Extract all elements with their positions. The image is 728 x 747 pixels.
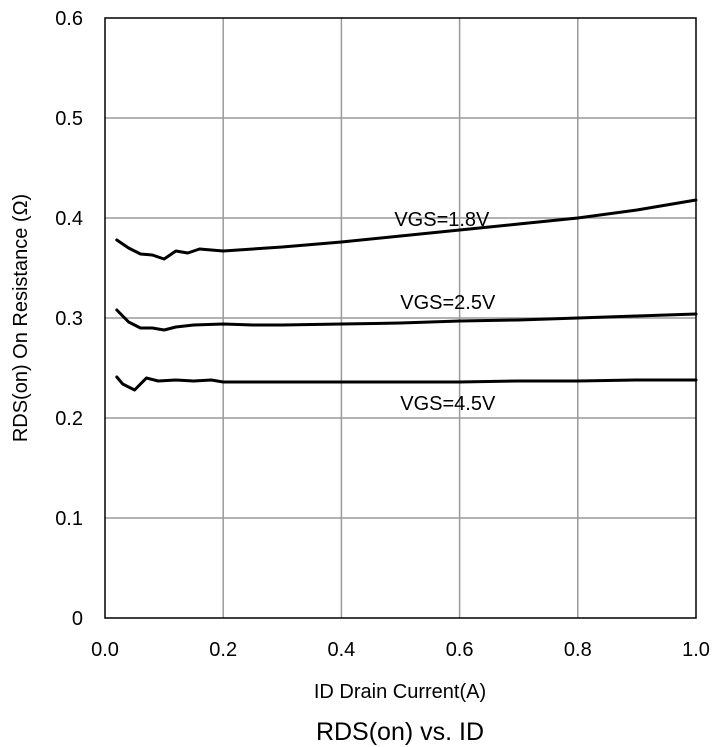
- series-label: VGS=1.8V: [394, 209, 490, 231]
- y-tick-label: 0.4: [55, 208, 83, 230]
- y-tick-labels: 0 0.1 0.2 0.3 0.4 0.5 0.6: [55, 8, 83, 630]
- y-tick-label: 0: [72, 608, 83, 630]
- series-labels: VGS=1.8V VGS=2.5V VGS=4.5V: [394, 209, 496, 415]
- y-tick-label: 0.6: [55, 8, 83, 30]
- x-tick-label: 1.0: [682, 639, 710, 661]
- y-tick-label: 0.5: [55, 108, 83, 130]
- y-tick-label: 0.3: [55, 308, 83, 330]
- series-line-3: [115, 375, 698, 392]
- x-axis-label: ID Drain Current(A): [314, 681, 486, 703]
- chart-caption: RDS(on) vs. ID: [316, 718, 484, 746]
- x-tick-label: 0.6: [446, 639, 474, 661]
- series-line-2: [115, 308, 698, 332]
- series-label: VGS=2.5V: [400, 292, 496, 314]
- x-tick-label: 0.0: [91, 639, 119, 661]
- series-layer: [115, 198, 698, 392]
- x-tick-label: 0.4: [327, 639, 355, 661]
- y-tick-label: 0.1: [55, 508, 83, 530]
- series-label: VGS=4.5V: [400, 393, 496, 415]
- x-tick-label: 0.2: [209, 639, 237, 661]
- series-line-1: [115, 198, 698, 261]
- x-tick-labels: 0.0 0.2 0.4 0.6 0.8 1.0: [91, 639, 710, 661]
- x-tick-label: 0.8: [564, 639, 592, 661]
- plot-frame: [104, 17, 697, 619]
- y-axis-label: RDS(on) On Resistance (Ω): [10, 194, 32, 442]
- grid: [105, 18, 696, 618]
- y-tick-label: 0.2: [55, 408, 83, 430]
